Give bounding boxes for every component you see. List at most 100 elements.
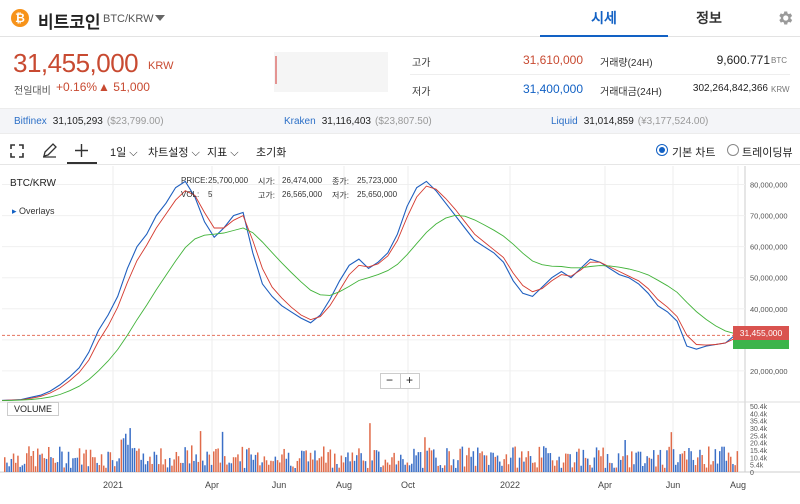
volume-bar: [329, 449, 332, 472]
volume-bar: [648, 457, 651, 472]
volume-bar: [305, 450, 307, 472]
volume-bar: [323, 446, 325, 472]
volume-bar: [318, 458, 321, 472]
reset-button[interactable]: 초기화: [256, 147, 287, 159]
volume-bar: [404, 464, 406, 472]
volume-bar: [582, 449, 585, 472]
high-label: 고가: [412, 58, 431, 69]
volume-bar: [15, 462, 17, 472]
volume-bar: [276, 460, 279, 472]
volume-bar: [389, 464, 391, 472]
volume-bar: [142, 453, 145, 472]
volume-bar: [43, 458, 46, 472]
volume-bar: [529, 456, 532, 472]
triangle-right-icon: ▸: [12, 206, 17, 216]
volume-bar: [331, 467, 334, 472]
tab-info[interactable]: 정보: [696, 10, 722, 26]
volume-bar: [182, 462, 184, 472]
series-line-0: [1, 180, 736, 401]
exchange-liquid[interactable]: Liquid 31,014,859 (¥3,177,524.00): [551, 116, 709, 127]
indicators-dropdown[interactable]: 지표 ⌵: [207, 147, 239, 159]
volume-bar: [444, 465, 446, 472]
volume-bar: [573, 462, 576, 472]
chart-symbol: BTC/KRW: [10, 178, 56, 189]
volume-bar: [622, 456, 624, 472]
volume-bar: [488, 464, 490, 472]
volume-bar: [470, 456, 472, 472]
volume-tick-label: 50.4k: [750, 404, 768, 411]
crosshair-active-indicator: [67, 162, 97, 164]
y-tick-label: 80,000,000: [750, 181, 788, 190]
volume-bar: [567, 453, 569, 472]
period-dropdown[interactable]: 1일 ⌵: [110, 147, 138, 159]
volume-bar: [12, 453, 15, 472]
pencil-icon[interactable]: [42, 143, 57, 158]
volume-tick-label: 40.4k: [750, 411, 768, 418]
volume-bar: [94, 457, 96, 472]
volume-bar: [243, 467, 246, 472]
volume-bar: [257, 452, 259, 472]
volume-bar: [70, 467, 72, 472]
ohlc-high-value: 26,565,000: [282, 190, 323, 199]
volume-bar: [635, 452, 637, 472]
chart-settings-dropdown[interactable]: 차트설정 ⌵: [148, 147, 200, 159]
volume-bar: [512, 447, 514, 472]
ohlc-open-value: 26,474,000: [282, 176, 323, 185]
volume-bar: [103, 465, 105, 472]
exchange-kraken[interactable]: Kraken 31,116,403 ($23,807.50): [284, 116, 432, 127]
volume-bar: [83, 453, 85, 472]
basic-chart-radio[interactable]: [656, 144, 668, 156]
volume-bar: [206, 451, 208, 472]
volume-bar: [294, 467, 296, 472]
x-tick-label: Jun: [666, 480, 681, 490]
x-tick-label: Apr: [205, 480, 219, 490]
x-tick-label: Oct: [401, 480, 416, 490]
volume-bar: [615, 467, 618, 472]
volume-bar: [160, 448, 162, 472]
volume-bar: [314, 450, 316, 472]
volume-bar: [380, 467, 382, 472]
volume-bar: [180, 462, 182, 472]
volume-bar: [120, 439, 123, 472]
volume-bar: [263, 456, 266, 472]
volume-bar: [415, 455, 417, 472]
volume-bar: [50, 457, 52, 472]
volume-bar: [589, 464, 591, 472]
volume-bar: [312, 459, 314, 472]
volume-bar: [241, 446, 244, 472]
volume-bar: [129, 428, 131, 472]
exchange-bitfinex[interactable]: Bitfinex 31,105,293 ($23,799.00): [14, 116, 164, 127]
volume-bar: [78, 448, 81, 472]
volume-bar: [250, 454, 252, 472]
fullscreen-icon[interactable]: [10, 144, 24, 158]
series-line-2: [2, 214, 736, 401]
gear-icon[interactable]: [776, 9, 794, 27]
volume-bar: [116, 461, 118, 472]
chart-canvas[interactable]: 80,000,000 70,000,000 60,000,000 50,000,000…: [0, 166, 800, 499]
tab-market[interactable]: 시세: [540, 0, 668, 37]
volume-bar: [347, 452, 349, 472]
volume-bar: [283, 448, 285, 472]
volume-bar: [371, 460, 373, 472]
overlays-toggle[interactable]: ▸ Overlays: [12, 206, 55, 216]
volume-bar: [316, 460, 318, 472]
tradingview-radio[interactable]: [727, 144, 739, 156]
volume-bar: [191, 445, 193, 472]
chevron-down-icon[interactable]: [155, 15, 165, 21]
volume-bar: [155, 454, 158, 472]
volume-bar: [334, 453, 336, 472]
volume-bar: [611, 463, 613, 472]
ohlc-close-value: 25,723,000: [357, 176, 398, 185]
volume-bar: [292, 466, 294, 472]
volume-bar: [723, 446, 725, 472]
volume-bar: [208, 454, 211, 472]
volume-bar: [701, 455, 703, 472]
zoom-in-button[interactable]: +: [406, 373, 414, 387]
x-tick-label: Jun: [272, 480, 287, 490]
volume-bar: [59, 446, 61, 472]
volume-bar: [699, 449, 701, 472]
volume-bar: [114, 466, 116, 472]
crosshair-icon[interactable]: [74, 143, 89, 158]
price-chart[interactable]: 80,000,000 70,000,000 60,000,000 50,000,000…: [0, 166, 800, 499]
zoom-out-button[interactable]: −: [386, 373, 394, 387]
